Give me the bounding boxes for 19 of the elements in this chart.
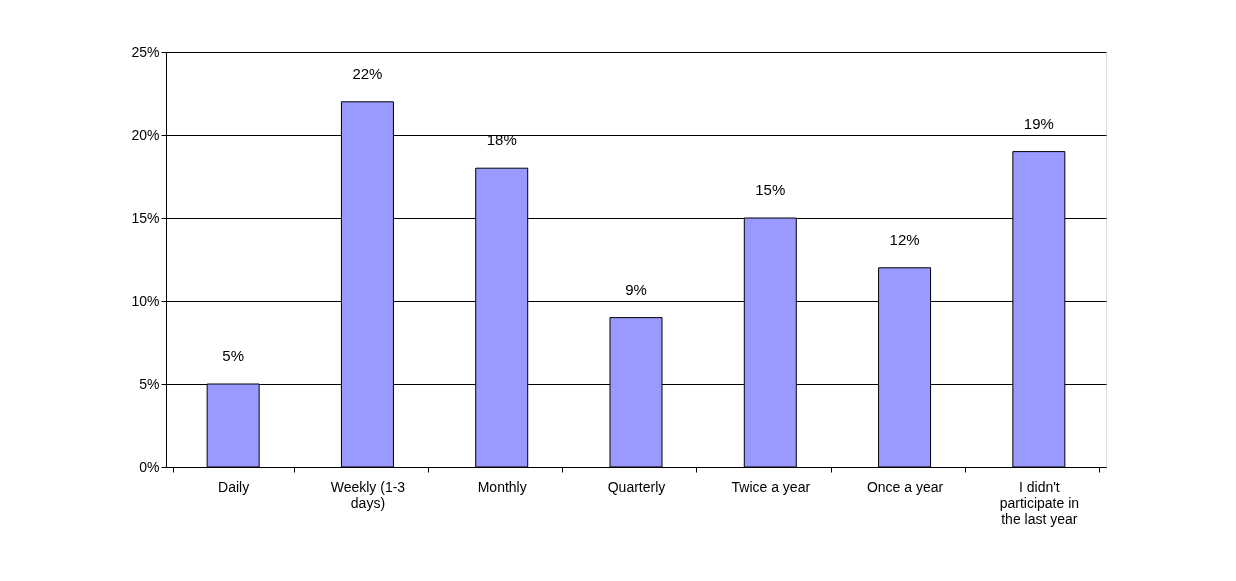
y-tick-label: 10%	[131, 292, 160, 309]
x-tick-label: Monthly	[477, 478, 527, 495]
y-tick-label: 5%	[139, 375, 160, 392]
y-tick-label: 25%	[131, 43, 160, 60]
y-tick-label: 15%	[131, 209, 160, 226]
y-tick-label: 0%	[139, 458, 160, 475]
y-tick-label: 20%	[131, 126, 160, 143]
data-label: 12%	[889, 230, 920, 248]
data-label: 22%	[352, 64, 383, 82]
x-tick-label: I didn't participate in the last year	[999, 478, 1080, 527]
data-label: 15%	[755, 181, 786, 198]
x-tick-label: Weekly (1-3 days)	[330, 478, 406, 511]
x-tick-label: Once a year	[866, 478, 944, 495]
data-label: 19%	[1023, 114, 1054, 132]
data-label: 5%	[222, 347, 244, 364]
x-tick-label: Twice a year	[731, 478, 811, 495]
data-label: 9%	[625, 280, 647, 298]
x-tick-label: Daily	[218, 478, 250, 495]
x-tick-label: Quarterly	[607, 478, 666, 495]
